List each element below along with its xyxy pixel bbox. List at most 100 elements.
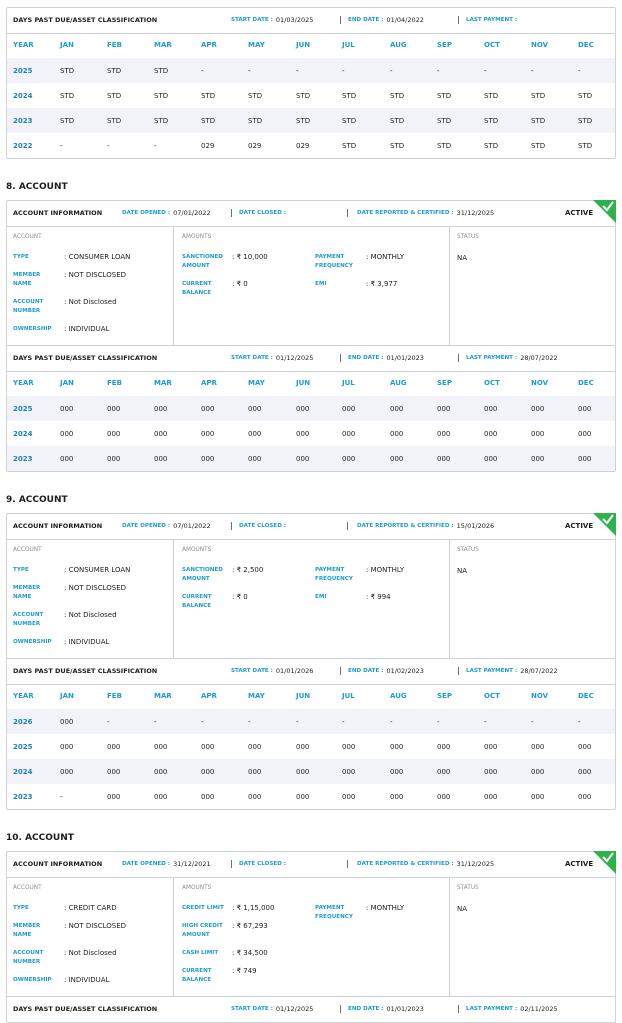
dpd-cell: STD — [484, 141, 499, 150]
dpd-cell: 000 — [154, 792, 168, 801]
dpd-cell: 000 — [484, 429, 498, 438]
dpd-cell: - — [248, 66, 251, 75]
year-cell: 2025 — [13, 66, 33, 75]
dpd-cell: 000 — [390, 454, 404, 463]
dpd-cell: 000 — [531, 404, 545, 413]
dpd-cell: 000 — [248, 792, 262, 801]
dpd-cell: 000 — [154, 742, 168, 751]
month-header: JUL — [342, 692, 355, 700]
separator — [458, 1005, 459, 1013]
field: MEMBER NAME: NOT DISCLOSED — [13, 922, 126, 940]
date-opened-value: 07/01/2022 — [173, 522, 211, 530]
col-divider — [449, 877, 450, 996]
end-date-value: 01/02/2023 — [386, 667, 424, 675]
dpd-cell: 000 — [248, 767, 262, 776]
field-label: CURRENT BALANCE — [182, 281, 212, 296]
date-closed-label: DATE CLOSED : — [239, 861, 287, 867]
end-date: END DATE :01/04/2022 — [348, 16, 424, 24]
separator — [231, 209, 232, 217]
dpd-cell: 000 — [107, 767, 121, 776]
dpd-cell: 000 — [578, 404, 592, 413]
month-header: SEP — [437, 692, 452, 700]
active-badge — [593, 200, 616, 223]
date-reported-value: 31/12/2025 — [456, 860, 495, 868]
dpd-cell: STD — [296, 91, 311, 100]
active-badge — [593, 851, 616, 874]
dpd-cell: 000 — [342, 429, 356, 438]
dpd-cell: 000 — [342, 767, 356, 776]
dpd-cell: STD — [390, 116, 405, 125]
dpd-cell: 000 — [107, 404, 121, 413]
row-shade — [7, 396, 615, 421]
dpd-cell: 000 — [484, 767, 498, 776]
row-shade — [7, 108, 615, 133]
account-heading: 10. ACCOUNT — [6, 833, 74, 843]
start-date: START DATE :01/12/2025 — [231, 1005, 313, 1013]
month-header: OCT — [484, 379, 500, 387]
field-label: ACCOUNT NUMBER — [13, 612, 44, 627]
field: ACCOUNT NUMBER: Not Disclosed — [13, 298, 130, 316]
field-stack: TYPE: CONSUMER LOAN MEMBER NAME: NOT DISC… — [13, 253, 130, 334]
field-stack: PAYMENT FREQUENCY: MONTHLY EMI: ₹ 3,977 — [315, 253, 404, 289]
row-shade — [7, 58, 615, 83]
field-value: : INDIVIDUAL — [64, 638, 110, 646]
dpd-cell: 000 — [390, 792, 404, 801]
account-heading: 9. ACCOUNT — [6, 495, 68, 505]
dpd-cell: - — [296, 717, 299, 726]
field-stack: CREDIT LIMIT: ₹ 1,15,000 HIGH CREDIT AMOU… — [182, 904, 274, 985]
status-value: NA — [457, 905, 468, 913]
dpd-cell: STD — [437, 141, 452, 150]
dpd-cell: - — [154, 717, 157, 726]
start-date-value: 01/03/2025 — [275, 16, 314, 24]
dpd-cell: 000 — [437, 404, 451, 413]
dpd-cell: - — [201, 717, 204, 726]
field-value: : ₹ 994 — [366, 593, 391, 601]
dpd-cell: 000 — [578, 454, 592, 463]
month-header: AUG — [390, 379, 407, 387]
dpd-cell: - — [484, 66, 487, 75]
date-opened: DATE OPENED :31/12/2021 — [122, 860, 211, 868]
field-label: TYPE — [13, 567, 29, 573]
date-opened-value: 31/12/2021 — [173, 860, 211, 868]
separator — [458, 354, 459, 362]
account-col-title: ACCOUNT — [13, 234, 42, 240]
account-box — [6, 200, 616, 472]
dpd-cell: STD — [578, 116, 593, 125]
last-payment-value: 28/07/2022 — [520, 354, 558, 362]
dpd-cell: - — [60, 141, 63, 150]
month-header: MAY — [248, 41, 265, 49]
divider — [6, 658, 616, 659]
year-cell: 2024 — [13, 429, 33, 438]
year-cell: 2023 — [13, 454, 33, 463]
dpd-cell: - — [342, 66, 345, 75]
divider — [6, 371, 616, 372]
last-payment: LAST PAYMENT : — [466, 17, 517, 23]
dpd-cell: STD — [107, 66, 122, 75]
row-shade — [7, 759, 615, 784]
dpd-cell: STD — [107, 91, 122, 100]
end-date-value: 01/01/2023 — [386, 1005, 424, 1013]
field-stack: TYPE: CONSUMER LOAN MEMBER NAME: NOT DISC… — [13, 566, 130, 647]
start-date: START DATE :01/03/2025 — [231, 16, 313, 24]
month-header: NOV — [531, 41, 549, 49]
dpd-cell: STD — [248, 116, 263, 125]
dpd-cell: 000 — [437, 454, 451, 463]
field-value: : INDIVIDUAL — [64, 976, 110, 984]
dpd-cell: 000 — [107, 454, 121, 463]
field-label: CURRENT BALANCE — [182, 968, 212, 983]
field-label: OWNERSHIP — [13, 326, 52, 332]
dpd-cell: 000 — [484, 792, 498, 801]
dpd-cell: 000 — [107, 792, 121, 801]
dpd-cell: STD — [437, 91, 452, 100]
date-opened-label: DATE OPENED : — [122, 210, 171, 216]
field: SANCTIONED AMOUNT: ₹ 2,500 — [182, 566, 263, 584]
month-header: YEAR — [13, 379, 34, 387]
dpd-cell: 000 — [390, 742, 404, 751]
end-date-label: END DATE : — [348, 1006, 384, 1012]
dpd-cell: 000 — [154, 454, 168, 463]
start-date-label: START DATE : — [231, 1006, 273, 1012]
dpd-cell: - — [60, 792, 63, 801]
dpd-cell: 000 — [296, 742, 310, 751]
field-value: : MONTHLY — [366, 253, 405, 261]
dpd-cell: 000 — [154, 404, 168, 413]
